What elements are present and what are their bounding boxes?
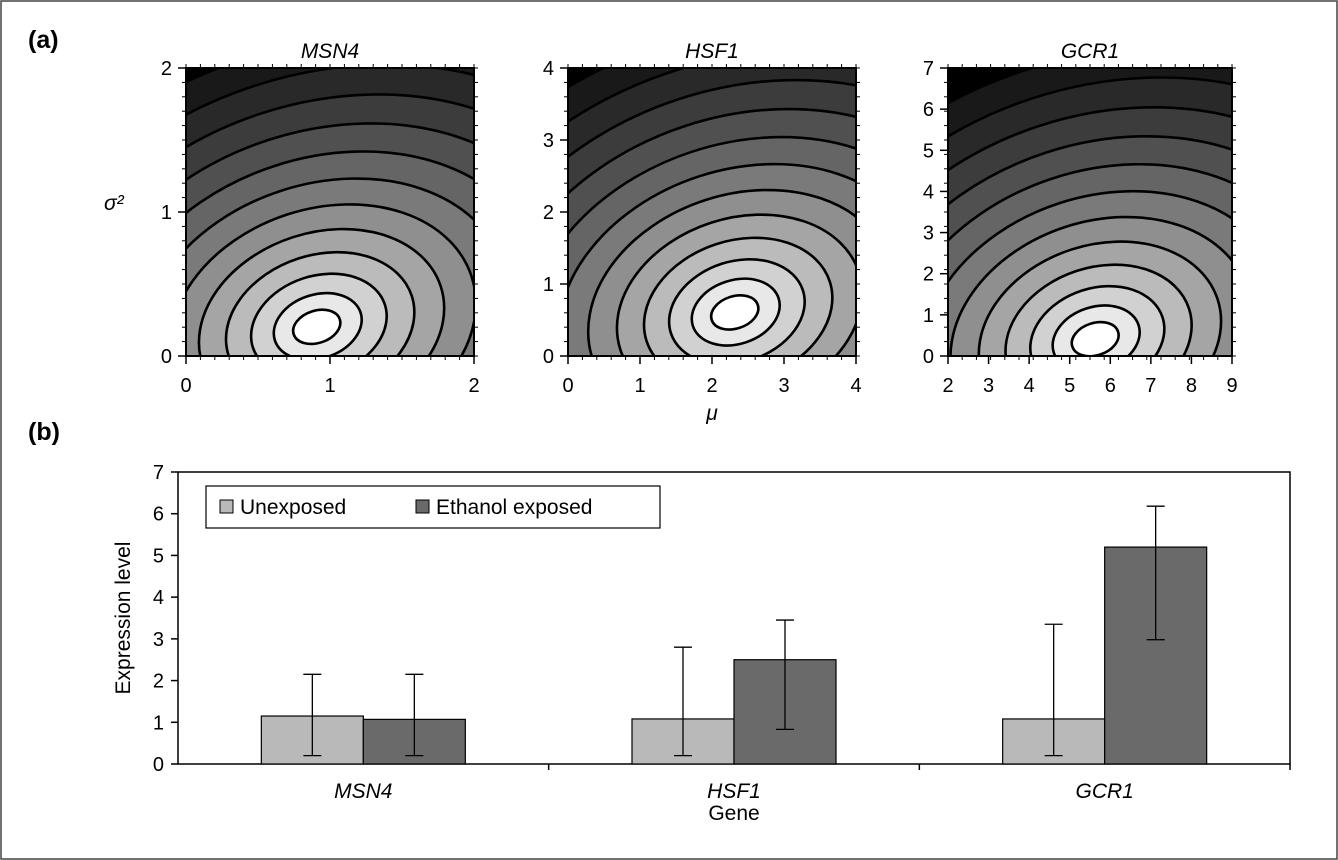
x-tick-label: 4	[1024, 375, 1035, 397]
legend-swatch	[415, 499, 430, 514]
y-tick-label: 7	[923, 58, 934, 80]
x-tick-label: 3	[778, 375, 789, 397]
x-tick-label: 2	[706, 375, 717, 397]
y-tick-label: 3	[153, 629, 164, 651]
y-tick-label: 1	[153, 712, 164, 734]
y-tick-label: 2	[153, 671, 164, 693]
x-tick-label: 2	[468, 375, 479, 397]
contour-level	[291, 308, 342, 346]
y-tick-label: 2	[161, 58, 172, 80]
y-tick-label: 4	[153, 587, 164, 609]
y-tick-label: 6	[923, 99, 934, 121]
heatmap-title: MSN4	[301, 40, 359, 63]
category-label: MSN4	[334, 780, 392, 803]
y-tick-label: 0	[153, 754, 164, 776]
y-tick-label: 5	[923, 140, 934, 162]
panel-label-a: (a)	[28, 26, 59, 54]
x-tick-label: 9	[1226, 375, 1237, 397]
y-tick-label: 3	[543, 130, 554, 152]
heatmap-title: GCR1	[1061, 40, 1119, 63]
y-axis-title: Expression level	[112, 542, 135, 695]
x-tick-label: 3	[983, 375, 994, 397]
heatmap-msn4: 0 1 2 0 1 2 MSN4 σ²	[104, 40, 480, 397]
y-tick-label: 0	[543, 346, 554, 368]
legend-swatch	[219, 499, 234, 514]
legend: Unexposed Ethanol exposed	[205, 485, 661, 529]
x-tick-label: 8	[1186, 375, 1197, 397]
y-tick-label: 1	[161, 202, 172, 224]
heatmap-hsf1: 0 1 2 3 4 0 1 2 3 4 HSF1 μ	[543, 40, 862, 425]
legend-label: Ethanol exposed	[436, 496, 592, 519]
heatmap-field	[186, 68, 474, 356]
heatmap-field	[568, 68, 856, 356]
y-tick-label: 4	[923, 181, 934, 203]
heatmap-field	[948, 68, 1232, 356]
x-tick-label: 1	[634, 375, 645, 397]
y-tick-label: 1	[543, 274, 554, 296]
y-tick-label: 6	[153, 504, 164, 526]
panel-label-b: (b)	[28, 418, 60, 446]
heatmap-gcr1: 2 3 4 5 6 7 8 9 0 1 2 3 4 5 6 7 GCR1	[923, 40, 1238, 397]
y-tick-label: 3	[923, 223, 934, 245]
bar-chart: 0 1 2 3 4 5 6 7 MSN4 HSF1 GCR1 Gene Expression level…	[112, 462, 1291, 825]
y-tick-label: 1	[923, 305, 934, 327]
x-tick-label: 4	[850, 375, 861, 397]
x-tick-label: 2	[942, 375, 953, 397]
contour-level	[1070, 320, 1120, 356]
y-tick-label: 4	[543, 58, 554, 80]
x-axis-title: Gene	[708, 802, 759, 825]
y-tick-label: 2	[923, 264, 934, 286]
x-tick-label: 5	[1064, 375, 1075, 397]
x-tick-label: 1	[324, 375, 335, 397]
x-tick-label: 6	[1105, 375, 1116, 397]
y-tick-label: 0	[923, 346, 934, 368]
x-tick-label: 0	[180, 375, 191, 397]
y-tick-label: 5	[153, 545, 164, 567]
y-axis-title: σ²	[104, 192, 125, 215]
category-label: HSF1	[707, 780, 761, 803]
x-tick-label: 7	[1145, 375, 1156, 397]
y-tick-label: 0	[161, 346, 172, 368]
legend-frame	[205, 485, 661, 529]
legend-label: Unexposed	[240, 496, 346, 519]
y-tick-label: 7	[153, 462, 164, 484]
y-tick-label: 2	[543, 202, 554, 224]
category-label: GCR1	[1075, 780, 1133, 803]
heatmap-title: HSF1	[685, 40, 739, 63]
contour-level	[709, 294, 760, 331]
x-axis-title: μ	[705, 402, 718, 425]
x-tick-label: 0	[562, 375, 573, 397]
